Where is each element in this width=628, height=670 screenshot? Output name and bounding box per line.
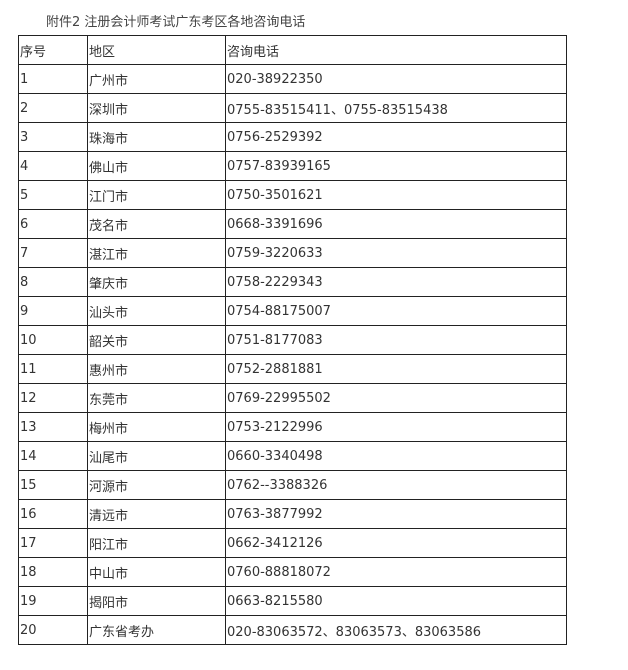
cell-region: 韶关市 (87, 325, 226, 355)
cell-phone: 0756-2529392 (225, 122, 567, 152)
table-row: 15 河源市 0762--3388326 (18, 470, 567, 500)
cell-index: 12 (18, 383, 88, 413)
cell-region: 茂名市 (87, 209, 226, 239)
cell-phone: 0752-2881881 (225, 354, 567, 384)
cell-phone: 0750-3501621 (225, 180, 567, 210)
cell-region: 湛江市 (87, 238, 226, 268)
table-row: 17 阳江市 0662-3412126 (18, 528, 567, 558)
table-row: 20 广东省考办 020-83063572、83063573、83063586 (18, 615, 567, 645)
table-row: 4 佛山市 0757-83939165 (18, 151, 567, 181)
cell-index: 1 (18, 64, 88, 94)
cell-phone: 0760-88818072 (225, 557, 567, 587)
cell-index: 6 (18, 209, 88, 239)
cell-index: 14 (18, 441, 88, 471)
cell-region: 中山市 (87, 557, 226, 587)
cell-phone: 0759-3220633 (225, 238, 567, 268)
cell-index: 2 (18, 93, 88, 123)
table-row: 10 韶关市 0751-8177083 (18, 325, 567, 355)
cell-region: 汕尾市 (87, 441, 226, 471)
cell-region: 揭阳市 (87, 586, 226, 616)
cell-phone: 0757-83939165 (225, 151, 567, 181)
table-row: 18 中山市 0760-88818072 (18, 557, 567, 587)
cell-region: 江门市 (87, 180, 226, 210)
cell-region: 珠海市 (87, 122, 226, 152)
cell-phone: 0769-22995502 (225, 383, 567, 413)
cell-index: 11 (18, 354, 88, 384)
cell-phone: 0762--3388326 (225, 470, 567, 500)
cell-region: 肇庆市 (87, 267, 226, 297)
table-row: 1 广州市 020-38922350 (18, 64, 567, 94)
cell-phone: 0662-3412126 (225, 528, 567, 558)
cell-phone: 0755-83515411、0755-83515438 (225, 93, 567, 123)
header-region: 地区 (87, 35, 226, 65)
table-row: 7 湛江市 0759-3220633 (18, 238, 567, 268)
cell-index: 15 (18, 470, 88, 500)
cell-phone: 0753-2122996 (225, 412, 567, 442)
cell-phone: 0763-3877992 (225, 499, 567, 529)
table-row: 9 汕头市 0754-88175007 (18, 296, 567, 326)
table-row: 14 汕尾市 0660-3340498 (18, 441, 567, 471)
cell-index: 9 (18, 296, 88, 326)
cell-index: 20 (18, 615, 88, 645)
table-row: 2 深圳市 0755-83515411、0755-83515438 (18, 93, 567, 123)
cell-phone: 0668-3391696 (225, 209, 567, 239)
header-index: 序号 (18, 35, 88, 65)
table-row: 8 肇庆市 0758-2229343 (18, 267, 567, 297)
cell-index: 10 (18, 325, 88, 355)
cell-index: 5 (18, 180, 88, 210)
cell-index: 19 (18, 586, 88, 616)
table-row: 11 惠州市 0752-2881881 (18, 354, 567, 384)
cell-phone: 020-83063572、83063573、83063586 (225, 615, 567, 645)
cell-region: 东莞市 (87, 383, 226, 413)
table-row: 16 清远市 0763-3877992 (18, 499, 567, 529)
cell-region: 梅州市 (87, 412, 226, 442)
cell-index: 8 (18, 267, 88, 297)
cell-index: 13 (18, 412, 88, 442)
cell-region: 阳江市 (87, 528, 226, 558)
table-row: 6 茂名市 0668-3391696 (18, 209, 567, 239)
table-row: 13 梅州市 0753-2122996 (18, 412, 567, 442)
cell-region: 清远市 (87, 499, 226, 529)
cell-index: 18 (18, 557, 88, 587)
contact-table: 序号 地区 咨询电话 1 广州市 020-38922350 2 深圳市 0755-8351… (18, 35, 567, 645)
table-row: 5 江门市 0750-3501621 (18, 180, 567, 210)
cell-phone: 0754-88175007 (225, 296, 567, 326)
cell-phone: 0758-2229343 (225, 267, 567, 297)
cell-index: 17 (18, 528, 88, 558)
cell-region: 深圳市 (87, 93, 226, 123)
cell-region: 广州市 (87, 64, 226, 94)
header-phone: 咨询电话 (225, 35, 567, 65)
table-row: 3 珠海市 0756-2529392 (18, 122, 567, 152)
cell-region: 惠州市 (87, 354, 226, 384)
document-title: 附件2 注册会计师考试广东考区各地咨询电话 (46, 15, 306, 30)
table-row: 19 揭阳市 0663-8215580 (18, 586, 567, 616)
table-row: 12 东莞市 0769-22995502 (18, 383, 567, 413)
cell-phone: 020-38922350 (225, 64, 567, 94)
cell-phone: 0663-8215580 (225, 586, 567, 616)
cell-index: 7 (18, 238, 88, 268)
cell-index: 4 (18, 151, 88, 181)
cell-region: 佛山市 (87, 151, 226, 181)
cell-region: 汕头市 (87, 296, 226, 326)
cell-region: 河源市 (87, 470, 226, 500)
cell-index: 16 (18, 499, 88, 529)
cell-region: 广东省考办 (87, 615, 226, 645)
table-header-row: 序号 地区 咨询电话 (18, 35, 567, 65)
cell-phone: 0660-3340498 (225, 441, 567, 471)
cell-index: 3 (18, 122, 88, 152)
cell-phone: 0751-8177083 (225, 325, 567, 355)
